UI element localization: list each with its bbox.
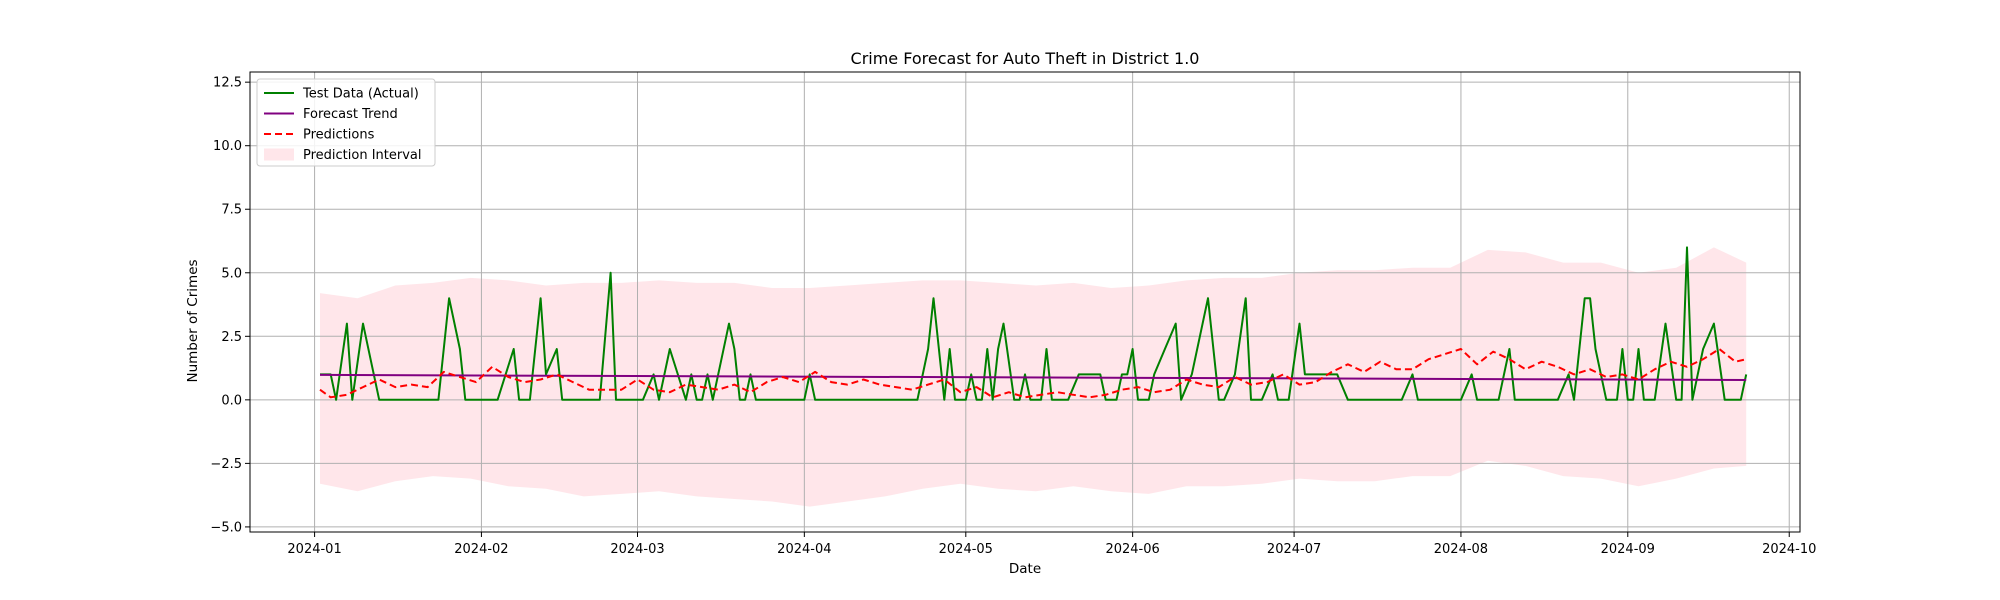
x-tick-label: 2024-02 bbox=[454, 542, 508, 557]
legend-forecast-trend-label: Forecast Trend bbox=[303, 107, 398, 122]
y-tick-label: −2.5 bbox=[210, 457, 242, 472]
chart-title: Crime Forecast for Auto Theft in Distric… bbox=[851, 49, 1200, 68]
predictions-line bbox=[319, 348, 1747, 399]
legend-prediction-interval-swatch bbox=[264, 148, 294, 161]
axes-frame bbox=[249, 71, 1801, 533]
legend-box bbox=[256, 78, 436, 167]
y-tick-label: 12.5 bbox=[213, 76, 242, 91]
x-tick-label: 2024-08 bbox=[1434, 542, 1488, 557]
x-tick-label: 2024-06 bbox=[1105, 542, 1159, 557]
y-tick-label: 5.0 bbox=[221, 266, 242, 281]
y-tick-label: 10.0 bbox=[213, 139, 242, 154]
x-tick-label: 2024-03 bbox=[610, 542, 664, 557]
legend-predictions-label: Predictions bbox=[303, 128, 375, 143]
legend: Test Data (Actual) Forecast Trend Predicti… bbox=[256, 78, 436, 167]
y-tick-label: 0.0 bbox=[221, 393, 242, 408]
y-axis-label: Number of Crimes bbox=[185, 259, 201, 382]
x-tick-label: 2024-07 bbox=[1267, 542, 1321, 557]
x-tick-label: 2024-04 bbox=[777, 542, 831, 557]
y-tick-label: −5.0 bbox=[210, 520, 242, 535]
legend-actual-label: Test Data (Actual) bbox=[302, 87, 419, 102]
actual-series-line bbox=[320, 246, 1748, 401]
plot-area: 2024-01 2024-02 2024-03 2024-04 2024-05 2024-… bbox=[210, 71, 1816, 557]
y-tick-label: 2.5 bbox=[221, 330, 242, 345]
x-axis-label: Date bbox=[1009, 561, 1041, 577]
x-tick-label: 2024-05 bbox=[939, 542, 993, 557]
x-tick-label: 2024-01 bbox=[287, 542, 341, 557]
x-tick-label: 2024-10 bbox=[1762, 542, 1816, 557]
legend-prediction-interval-label: Prediction Interval bbox=[303, 148, 422, 163]
y-tick-label: 7.5 bbox=[221, 203, 242, 218]
x-tick-label: 2024-09 bbox=[1601, 542, 1655, 557]
